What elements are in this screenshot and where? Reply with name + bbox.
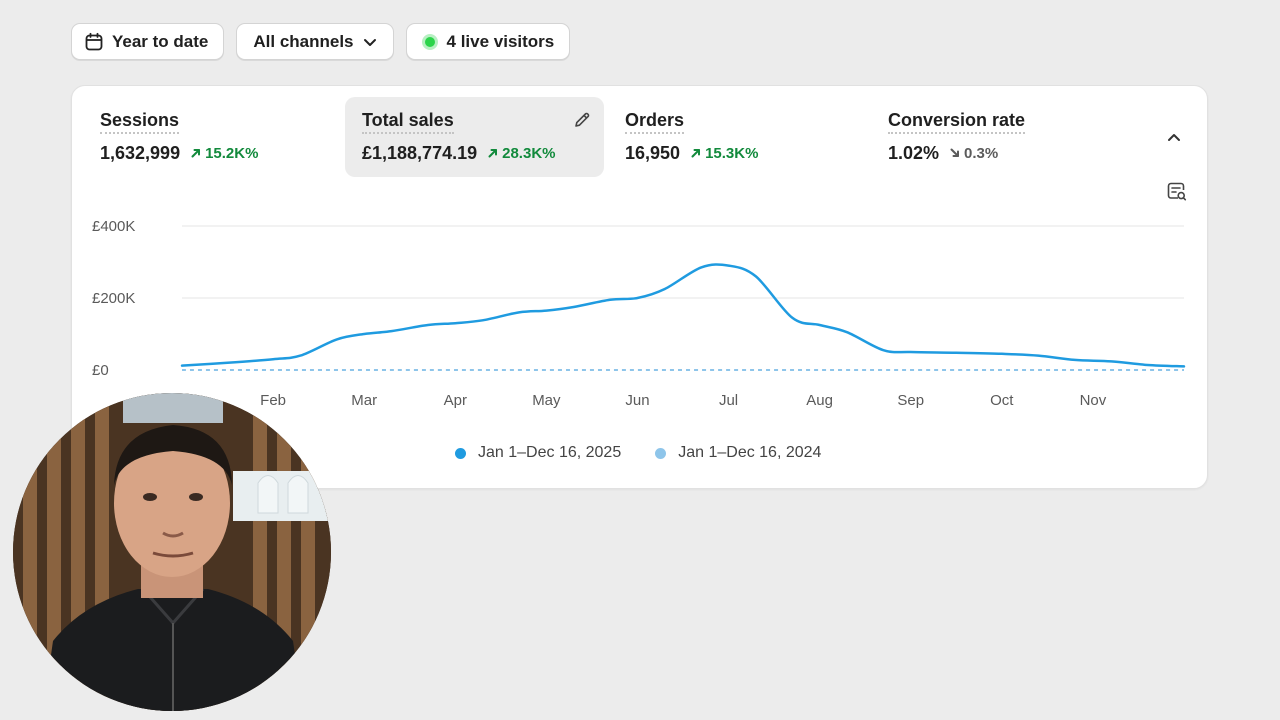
sales-line-chart: £0 £200K £400K Feb Mar Apr May Jun Jul Aug Sep Oct N… — [92, 218, 1186, 409]
metric-label: Sessions — [100, 110, 180, 134]
x-tick-label: Mar — [351, 392, 377, 409]
metric-delta: 28.3K% — [487, 145, 556, 162]
arrow-up-right-icon — [691, 149, 701, 158]
series-line-2025 — [180, 263, 1186, 368]
y-tick-label: £400K — [92, 218, 135, 235]
metric-orders[interactable]: Orders 16,950 15.3K% — [608, 97, 867, 177]
metric-delta: 15.2K% — [190, 145, 258, 162]
live-status-icon — [424, 36, 435, 47]
legend-label: Jan 1–Dec 16, 2025 — [478, 444, 622, 461]
metric-label: Orders — [625, 110, 685, 134]
legend-dot — [455, 447, 466, 459]
chevron-down-icon — [362, 34, 378, 50]
metric-delta: 15.3K% — [690, 145, 758, 162]
metric-label: Conversion rate — [888, 110, 1026, 134]
x-tick-label: Sep — [897, 392, 924, 409]
metric-value: 16,950 — [625, 143, 681, 163]
y-tick-label: £200K — [92, 290, 135, 307]
arrow-up-right-icon — [488, 149, 498, 158]
chart-legend: Jan 1–Dec 16, 2025 Jan 1–Dec 16, 2024 — [455, 444, 821, 462]
channels-label: All channels — [253, 31, 354, 51]
presenter-image — [13, 393, 331, 711]
calendar-icon — [84, 32, 104, 52]
channels-dropdown[interactable]: All channels — [236, 23, 394, 60]
chevron-up-icon[interactable] — [1165, 129, 1183, 152]
metric-total-sales[interactable]: Total sales £1,188,774.19 28.3K% — [345, 97, 604, 177]
x-tick-label: Feb — [260, 392, 286, 409]
toolbar: Year to date All channels 4 live visitor… — [71, 23, 571, 60]
x-tick-label: Aug — [806, 392, 833, 409]
metric-conversion-rate[interactable]: Conversion rate 1.02% 0.3% — [871, 97, 1130, 177]
y-tick-label: £0 — [92, 362, 109, 379]
live-visitors-button[interactable]: 4 live visitors — [405, 23, 571, 60]
chart-search-icon[interactable] — [1166, 181, 1188, 208]
x-tick-label: Jul — [719, 392, 738, 409]
live-visitors-label: 4 live visitors — [446, 31, 555, 51]
legend-label: Jan 1–Dec 16, 2024 — [678, 444, 822, 461]
metric-sessions[interactable]: Sessions 1,632,999 15.2K% — [83, 97, 342, 177]
metric-value: £1,188,774.19 — [362, 143, 478, 163]
arrow-down-right-icon — [950, 148, 960, 157]
x-tick-label: Jun — [625, 392, 649, 409]
x-tick-label: Oct — [990, 392, 1014, 409]
metric-value: 1,632,999 — [100, 143, 181, 163]
date-range-button[interactable]: Year to date — [71, 23, 225, 60]
x-tick-label: Nov — [1080, 392, 1107, 409]
metric-delta: 0.3% — [949, 145, 998, 162]
pencil-icon[interactable] — [572, 110, 592, 135]
x-tick-label: Apr — [444, 392, 467, 409]
metric-label: Total sales — [362, 110, 454, 134]
legend-item-previous[interactable]: Jan 1–Dec 16, 2024 — [655, 444, 821, 462]
presenter-webcam — [13, 393, 331, 711]
metric-value: 1.02% — [888, 143, 940, 163]
legend-dot — [655, 447, 667, 459]
x-tick-label: May — [532, 392, 561, 409]
date-range-label: Year to date — [112, 31, 209, 51]
legend-item-current[interactable]: Jan 1–Dec 16, 2025 — [455, 444, 621, 462]
arrow-up-right-icon — [191, 149, 201, 158]
